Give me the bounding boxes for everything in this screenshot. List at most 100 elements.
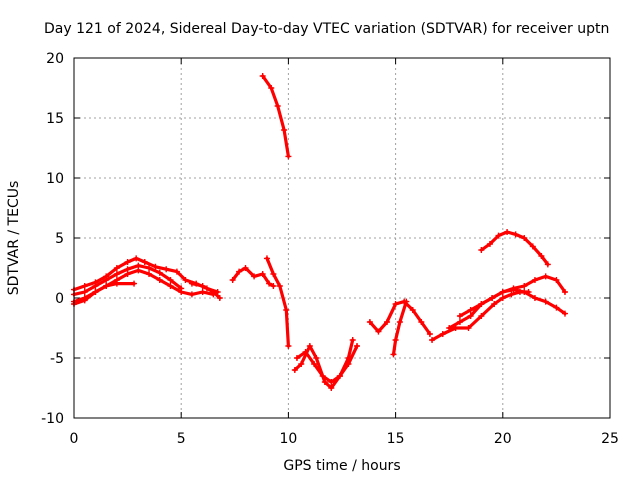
y-axis-label: SDTVAR / TECUs bbox=[6, 181, 22, 296]
series-trace-11 bbox=[368, 300, 432, 336]
data-point bbox=[131, 280, 138, 287]
data-point bbox=[328, 385, 335, 391]
data-point bbox=[135, 267, 142, 274]
data-point bbox=[544, 261, 551, 268]
data-point bbox=[553, 277, 560, 283]
data-point bbox=[499, 289, 506, 295]
data-point bbox=[133, 255, 140, 262]
data-point bbox=[199, 289, 206, 295]
data-point bbox=[152, 263, 159, 270]
data-point bbox=[210, 289, 217, 295]
data-point bbox=[156, 269, 163, 276]
data-point bbox=[167, 283, 174, 289]
x-tick-label: 25 bbox=[601, 431, 619, 447]
data-point bbox=[124, 259, 131, 265]
data-point bbox=[276, 283, 283, 289]
data-point bbox=[328, 379, 335, 385]
data-point bbox=[259, 271, 266, 277]
data-point bbox=[489, 295, 496, 301]
data-point bbox=[392, 337, 399, 343]
x-tick-label: 20 bbox=[494, 431, 512, 447]
data-point bbox=[521, 283, 528, 289]
data-point bbox=[561, 289, 568, 295]
data-point bbox=[156, 277, 163, 283]
data-point bbox=[375, 328, 382, 335]
data-point bbox=[403, 298, 410, 305]
data-point bbox=[306, 343, 313, 349]
data-point bbox=[173, 268, 180, 275]
data-point bbox=[486, 241, 493, 247]
data-series bbox=[71, 73, 568, 391]
data-point bbox=[495, 232, 502, 239]
data-point bbox=[561, 310, 568, 317]
data-point bbox=[274, 103, 281, 109]
data-point bbox=[429, 337, 436, 343]
data-point bbox=[167, 277, 174, 283]
data-point bbox=[467, 313, 474, 319]
data-point bbox=[508, 291, 515, 298]
data-point bbox=[366, 319, 373, 325]
data-point bbox=[319, 373, 326, 379]
data-point bbox=[81, 283, 88, 289]
data-point bbox=[392, 301, 399, 307]
plot-frame bbox=[73, 57, 611, 419]
data-point bbox=[229, 277, 236, 283]
data-point bbox=[336, 373, 343, 379]
x-axis-label: GPS time / hours bbox=[283, 458, 400, 474]
series-trace-12 bbox=[391, 300, 408, 356]
data-point bbox=[81, 289, 88, 295]
data-point bbox=[390, 351, 397, 358]
data-point bbox=[542, 298, 549, 305]
data-point bbox=[81, 297, 88, 304]
data-point bbox=[553, 304, 560, 311]
data-point bbox=[542, 273, 549, 280]
data-point bbox=[345, 355, 352, 361]
y-tick-label: 0 bbox=[55, 291, 64, 307]
data-point bbox=[418, 319, 425, 325]
data-point bbox=[259, 73, 266, 79]
data-point bbox=[510, 285, 517, 292]
data-point bbox=[293, 355, 300, 361]
x-tick-label: 5 bbox=[177, 431, 186, 447]
data-point bbox=[512, 231, 519, 238]
data-point bbox=[92, 283, 99, 289]
data-point bbox=[456, 319, 463, 325]
data-point bbox=[478, 313, 485, 319]
x-tick-label: 0 bbox=[70, 431, 79, 447]
data-point bbox=[298, 361, 305, 367]
data-point bbox=[384, 319, 391, 325]
data-point bbox=[283, 307, 290, 313]
data-point bbox=[242, 265, 249, 271]
x-tick-label: 15 bbox=[387, 431, 405, 447]
data-point bbox=[113, 271, 120, 277]
y-tick-label: 5 bbox=[55, 231, 64, 247]
data-point bbox=[216, 295, 223, 301]
data-point bbox=[311, 361, 318, 367]
data-point bbox=[188, 280, 195, 287]
data-point bbox=[478, 301, 485, 307]
data-point bbox=[456, 313, 463, 319]
x-tick-label: 10 bbox=[279, 431, 297, 447]
data-point bbox=[182, 277, 189, 283]
data-point bbox=[521, 235, 528, 241]
data-point bbox=[270, 271, 277, 277]
data-point bbox=[521, 289, 528, 295]
y-tick-label: 20 bbox=[46, 51, 64, 67]
data-point bbox=[188, 291, 195, 298]
data-point bbox=[291, 367, 298, 373]
data-point bbox=[531, 295, 538, 301]
data-point bbox=[504, 229, 511, 235]
y-tick-label: 10 bbox=[46, 171, 64, 187]
data-point bbox=[270, 283, 277, 289]
data-point bbox=[465, 325, 472, 331]
data-point bbox=[478, 247, 485, 253]
data-point bbox=[113, 280, 120, 287]
data-point bbox=[266, 280, 273, 287]
data-point bbox=[538, 253, 545, 259]
data-point bbox=[354, 343, 361, 349]
data-point bbox=[321, 379, 328, 385]
data-point bbox=[268, 85, 275, 91]
data-point bbox=[467, 307, 474, 313]
y-tick-label: -5 bbox=[50, 351, 64, 367]
